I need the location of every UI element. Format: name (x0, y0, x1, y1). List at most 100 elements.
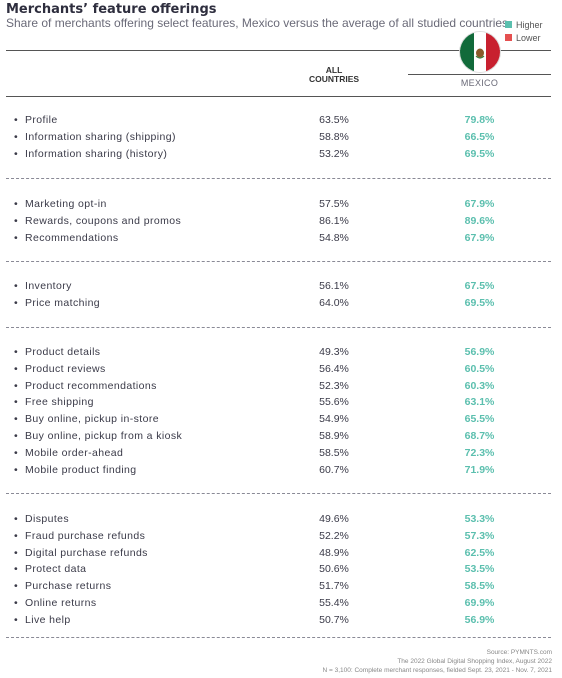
row-label: Profile (25, 114, 58, 126)
table-row: • Fraud purchase refunds 52.2% 57.3% (0, 528, 562, 544)
chart-title: Merchants’ feature offerings (6, 2, 217, 17)
row-value-mexico: 66.5% (464, 130, 495, 143)
row-bullet: • (14, 563, 18, 576)
row-bullet: • (14, 413, 18, 426)
row-value-mexico: 62.5% (464, 546, 495, 559)
row-value-mexico: 69.5% (464, 147, 495, 160)
row-bullet: • (14, 546, 18, 559)
row-label: Information sharing (shipping) (25, 130, 176, 143)
row-value-mexico: 60.3% (464, 379, 495, 392)
row-label: Digital purchase refunds (25, 546, 148, 559)
row-value-mexico: 57.3% (464, 529, 495, 542)
row-label: Buy online, pickup from a kiosk (25, 430, 183, 442)
row-bullet: • (14, 613, 18, 626)
row-value-all-countries: 49.3% (319, 346, 349, 358)
row-label: Rewards, coupons and promos (25, 214, 182, 227)
row-value-all-countries: 63.5% (319, 114, 349, 126)
row-label: Free shipping (25, 396, 94, 409)
row-value-all-countries: 53.2% (319, 147, 349, 160)
legend: Higher Lower (505, 18, 543, 44)
row-label: Protect data (25, 563, 87, 576)
row-value-all-countries: 52.2% (319, 529, 349, 542)
row-label: Product reviews (25, 362, 106, 375)
source-line-3: N = 3,100: Complete merchant responses, … (322, 667, 552, 674)
row-value-all-countries: 50.6% (319, 563, 349, 576)
row-label: Buy online, pickup in-store (25, 413, 159, 426)
row-bullet: • (14, 379, 18, 392)
row-bullet: • (14, 130, 18, 143)
legend-swatch-lower (505, 34, 512, 41)
row-value-mexico: 56.9% (464, 613, 495, 626)
row-value-all-countries: 48.9% (319, 546, 349, 559)
row-value-mexico: 58.5% (464, 580, 495, 593)
legend-swatch-higher (505, 21, 512, 28)
row-value-all-countries: 56.4% (319, 362, 349, 375)
group-separator (6, 178, 551, 179)
row-label: Price matching (25, 296, 101, 309)
row-value-all-countries: 58.9% (319, 430, 349, 442)
row-bullet: • (14, 396, 18, 409)
row-bullet: • (14, 430, 18, 442)
row-value-all-countries: 60.7% (319, 463, 349, 476)
row-bullet: • (14, 463, 18, 476)
column-header-all-line2: COUNTRIES (308, 74, 360, 84)
row-label: Disputes (25, 513, 70, 525)
row-value-mexico: 63.1% (464, 396, 495, 409)
row-label: Information sharing (history) (25, 147, 168, 160)
row-value-all-countries: 54.8% (319, 231, 349, 244)
row-label: Mobile product finding (25, 463, 137, 476)
row-bullet: • (14, 580, 18, 593)
row-value-mexico: 72.3% (464, 446, 495, 459)
table-row: • Disputes 49.6% 53.3% (0, 511, 562, 527)
table-row: • Free shipping 55.6% 63.1% (0, 394, 562, 410)
top-rule (6, 50, 551, 51)
mexico-column-rule (408, 74, 551, 75)
row-value-mexico: 69.9% (464, 597, 495, 609)
row-value-all-countries: 58.5% (319, 446, 349, 459)
table-row: • Protect data 50.6% 53.5% (0, 561, 562, 577)
table-row: • Inventory 56.1% 67.5% (0, 278, 562, 294)
row-value-all-countries: 52.3% (319, 379, 349, 392)
table-row: • Buy online, pickup in-store 54.9% 65.5% (0, 411, 562, 427)
table-row: • Rewards, coupons and promos 86.1% 89.6% (0, 213, 562, 229)
row-bullet: • (14, 346, 18, 358)
row-value-all-countries: 55.6% (319, 396, 349, 409)
header-rule (6, 96, 551, 97)
row-value-mexico: 60.5% (464, 362, 495, 375)
table-row: • Buy online, pickup from a kiosk 58.9% 68.… (0, 428, 562, 444)
row-label: Product details (25, 346, 101, 358)
table-row: • Marketing opt-in 57.5% 67.9% (0, 196, 562, 212)
group-separator (6, 637, 551, 638)
row-value-mexico: 67.9% (464, 231, 495, 244)
table-row: • Mobile product finding 60.7% 71.9% (0, 462, 562, 478)
row-bullet: • (14, 114, 18, 126)
row-value-all-countries: 50.7% (319, 613, 349, 626)
table-row: • Product reviews 56.4% 60.5% (0, 361, 562, 377)
row-value-mexico: 68.7% (464, 430, 495, 442)
source-line-2: The 2022 Global Digital Shopping Index, … (397, 658, 552, 665)
row-label: Mobile order-ahead (25, 446, 124, 459)
row-value-mexico: 65.5% (464, 413, 495, 426)
column-header-all-line1: ALL (325, 65, 343, 75)
row-label: Inventory (25, 280, 72, 292)
row-bullet: • (14, 214, 18, 227)
row-value-all-countries: 56.1% (319, 280, 349, 292)
row-label: Purchase returns (25, 580, 112, 593)
row-value-all-countries: 49.6% (319, 513, 349, 525)
row-value-all-countries: 55.4% (319, 597, 349, 609)
row-value-mexico: 71.9% (464, 463, 495, 476)
table-row: • Recommendations 54.8% 67.9% (0, 230, 562, 246)
row-label: Product recommendations (25, 379, 157, 392)
table-row: • Purchase returns 51.7% 58.5% (0, 578, 562, 594)
row-value-all-countries: 64.0% (319, 296, 349, 309)
legend-label-higher: Higher (516, 19, 543, 30)
table-row: • Profile 63.5% 79.8% (0, 112, 562, 128)
row-value-mexico: 53.5% (464, 563, 495, 576)
table-row: • Price matching 64.0% 69.5% (0, 295, 562, 311)
table-row: • Digital purchase refunds 48.9% 62.5% (0, 545, 562, 561)
row-value-all-countries: 51.7% (319, 580, 349, 593)
row-bullet: • (14, 296, 18, 309)
row-label: Recommendations (25, 231, 119, 244)
row-bullet: • (14, 513, 18, 525)
row-value-all-countries: 57.5% (319, 198, 349, 210)
